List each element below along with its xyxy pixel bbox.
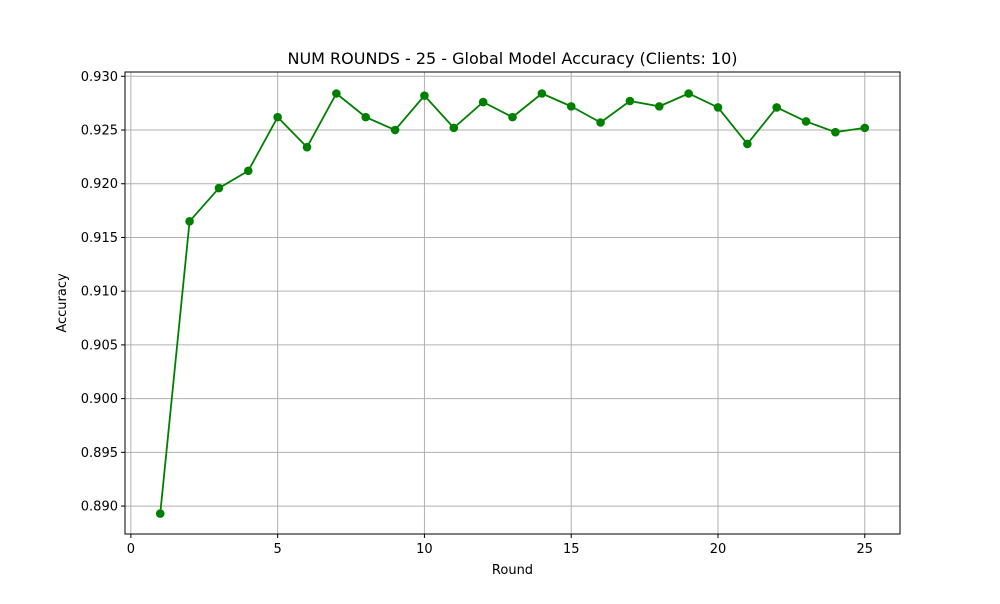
data-point xyxy=(743,139,752,149)
data-point xyxy=(420,91,429,100)
data-point xyxy=(449,123,459,133)
series-layer xyxy=(155,89,870,518)
y-tick-label: 0.900 xyxy=(81,392,118,407)
data-point xyxy=(654,102,664,111)
x-axis-label: Round xyxy=(492,563,533,578)
y-tick-label: 0.930 xyxy=(81,70,118,85)
y-tick-label: 0.895 xyxy=(81,446,118,461)
y-tick-label: 0.910 xyxy=(81,285,118,300)
y-tick-label: 0.925 xyxy=(81,124,118,139)
data-point xyxy=(155,509,165,518)
data-point xyxy=(801,117,811,126)
data-point xyxy=(478,97,488,107)
y-tick-label: 0.915 xyxy=(81,231,118,246)
data-point xyxy=(214,183,224,193)
x-tick-label: 20 xyxy=(710,542,727,557)
axes xyxy=(124,71,901,535)
data-point xyxy=(537,89,547,98)
data-point xyxy=(772,103,782,112)
data-point xyxy=(390,125,400,135)
x-axis-ticks: 0 5 10 15 20 25 xyxy=(127,534,873,557)
data-point xyxy=(625,96,635,106)
data-point xyxy=(713,103,723,112)
y-tick-label: 0.920 xyxy=(81,177,118,192)
data-point xyxy=(566,102,576,111)
data-point xyxy=(684,89,693,98)
data-point xyxy=(332,89,341,98)
y-axis-ticks: 0.890 0.895 0.900 0.905 0.910 0.915 0.920 0.925… xyxy=(81,70,125,515)
series-line xyxy=(159,92,865,514)
data-point xyxy=(302,142,312,152)
grid-lines xyxy=(125,72,900,534)
x-tick-label: 10 xyxy=(416,542,433,557)
data-point xyxy=(508,112,517,122)
x-tick-label: 5 xyxy=(274,542,282,557)
data-point xyxy=(860,123,870,133)
data-point xyxy=(596,118,605,127)
x-tick-label: 25 xyxy=(856,542,873,557)
data-point xyxy=(361,112,371,122)
x-tick-label: 0 xyxy=(127,542,135,557)
data-point xyxy=(831,127,840,137)
data-point xyxy=(273,112,282,122)
data-point xyxy=(243,166,253,176)
data-point xyxy=(185,217,194,226)
y-axis-label: Accuracy xyxy=(55,273,70,333)
y-tick-label: 0.905 xyxy=(81,338,118,353)
x-tick-label: 15 xyxy=(563,542,580,557)
plot-frame xyxy=(124,71,901,535)
chart-title: NUM ROUNDS - 25 - Global Model Accuracy … xyxy=(287,49,737,68)
y-tick-label: 0.890 xyxy=(81,500,118,515)
